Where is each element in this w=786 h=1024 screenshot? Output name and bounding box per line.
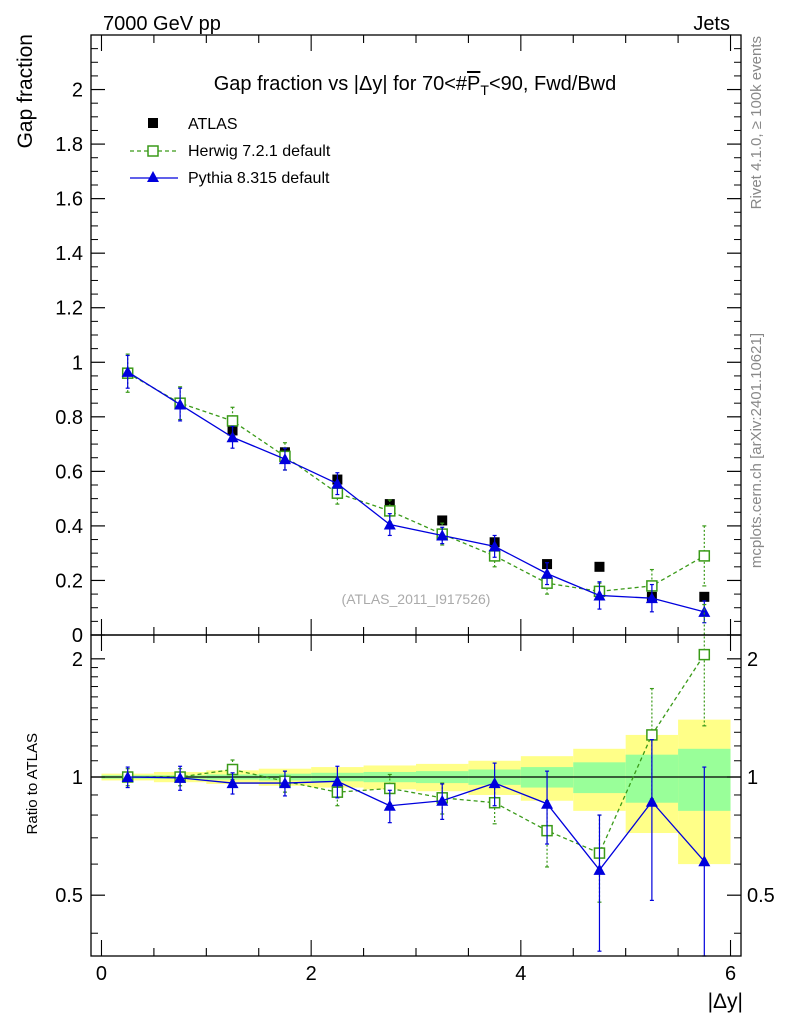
ratio-tick-label-right: 1 [747,767,758,789]
ratio-y-axis-label: Ratio to ATLAS [24,733,41,834]
y-tick-label: 2 [72,80,83,102]
watermark: (ATLAS_2011_I917526) [342,591,491,607]
pythia-point [278,453,291,465]
title-p-symbol: P [467,73,480,95]
x-tick-label: 2 [306,963,317,985]
pythia-ratio-point [278,777,291,789]
legend-herwig-marker [147,145,159,157]
ratio-tick-label-left: 1 [72,767,83,789]
pythia-line [127,371,705,613]
header-left: 7000 GeV pp [103,13,221,35]
y-tick-label: 0.2 [55,570,83,592]
y-tick-label: 0.4 [55,516,83,538]
y-tick-label: 1 [72,352,83,374]
pythia-point [645,592,658,604]
pythia-point [698,605,711,617]
herwig-ratio-point [698,648,711,661]
pythia-point [226,431,239,443]
atlas-point [437,515,448,526]
y-tick-label: 0.6 [55,461,83,483]
pythia-ratio-point [436,794,449,806]
pythia-ratio-point [331,775,344,787]
pythia-ratio-point [121,771,134,783]
pythia-ratio-point [645,795,658,807]
y-tick-label: 1.4 [55,243,83,265]
pythia-point [174,398,187,410]
y-tick-label: 0 [72,625,83,647]
legend: ATLAS Herwig 7.2.1 default Pythia 8.315 … [130,116,331,187]
pythia-point [436,529,449,541]
x-axis-label: |Δy| [708,990,743,1013]
x-tick-label: 6 [725,963,736,985]
chart-title: Gap fraction vs |Δy| for 70<#PT<90, Fwd/… [214,73,617,98]
atlas-point [699,591,710,602]
pythia-ratio-line [127,776,705,871]
ratio-tick-label-left: 0.5 [55,885,83,907]
pythia-ratio-point [698,855,711,867]
herwig-point [226,415,239,427]
legend-atlas-marker [148,118,158,128]
herwig-point [698,550,711,562]
pythia-ratio-point [383,799,396,811]
pythia-ratio-point [593,863,606,875]
herwig-ratio-point [646,729,658,741]
legend-pythia-label: Pythia 8.315 default [188,170,330,187]
y-tick-label: 0.8 [55,407,83,429]
legend-pythia-marker [147,171,159,182]
y-tick-label: 1.2 [55,298,83,320]
atlas-point [594,561,605,572]
herwig-line [127,372,705,593]
x-tick-label: 0 [96,963,107,985]
ratio-tick-label-right: 2 [747,649,758,671]
legend-atlas-label: ATLAS [188,116,238,133]
pythia-point [383,518,396,530]
pythia-point [488,540,501,552]
y-tick-label: 1.6 [55,189,83,211]
pythia-point [541,567,554,579]
ratio-tick-label-left: 2 [72,649,83,671]
legend-herwig-label: Herwig 7.2.1 default [188,143,331,160]
side-label-mcplots: mcplots.cern.ch [arXiv:2401.10621] [748,333,765,568]
side-label-rivet: Rivet 4.1.0, ≥ 100k events [748,36,765,209]
pythia-ratio-point [541,797,554,809]
pythia-point [121,365,134,377]
pythia-ratio-point [226,777,239,789]
pythia-ratio-point [488,777,501,789]
pythia-point [331,477,344,489]
ratio-band-inner [573,762,626,794]
pythia-point [593,589,606,601]
header-right: Jets [693,13,730,35]
x-tick-label: 4 [515,963,526,985]
pythia-ratio-point [174,771,187,783]
y-axis-label: Gap fraction [14,34,37,148]
y-tick-label: 1.8 [55,134,83,156]
ratio-tick-label-right: 0.5 [747,885,775,907]
